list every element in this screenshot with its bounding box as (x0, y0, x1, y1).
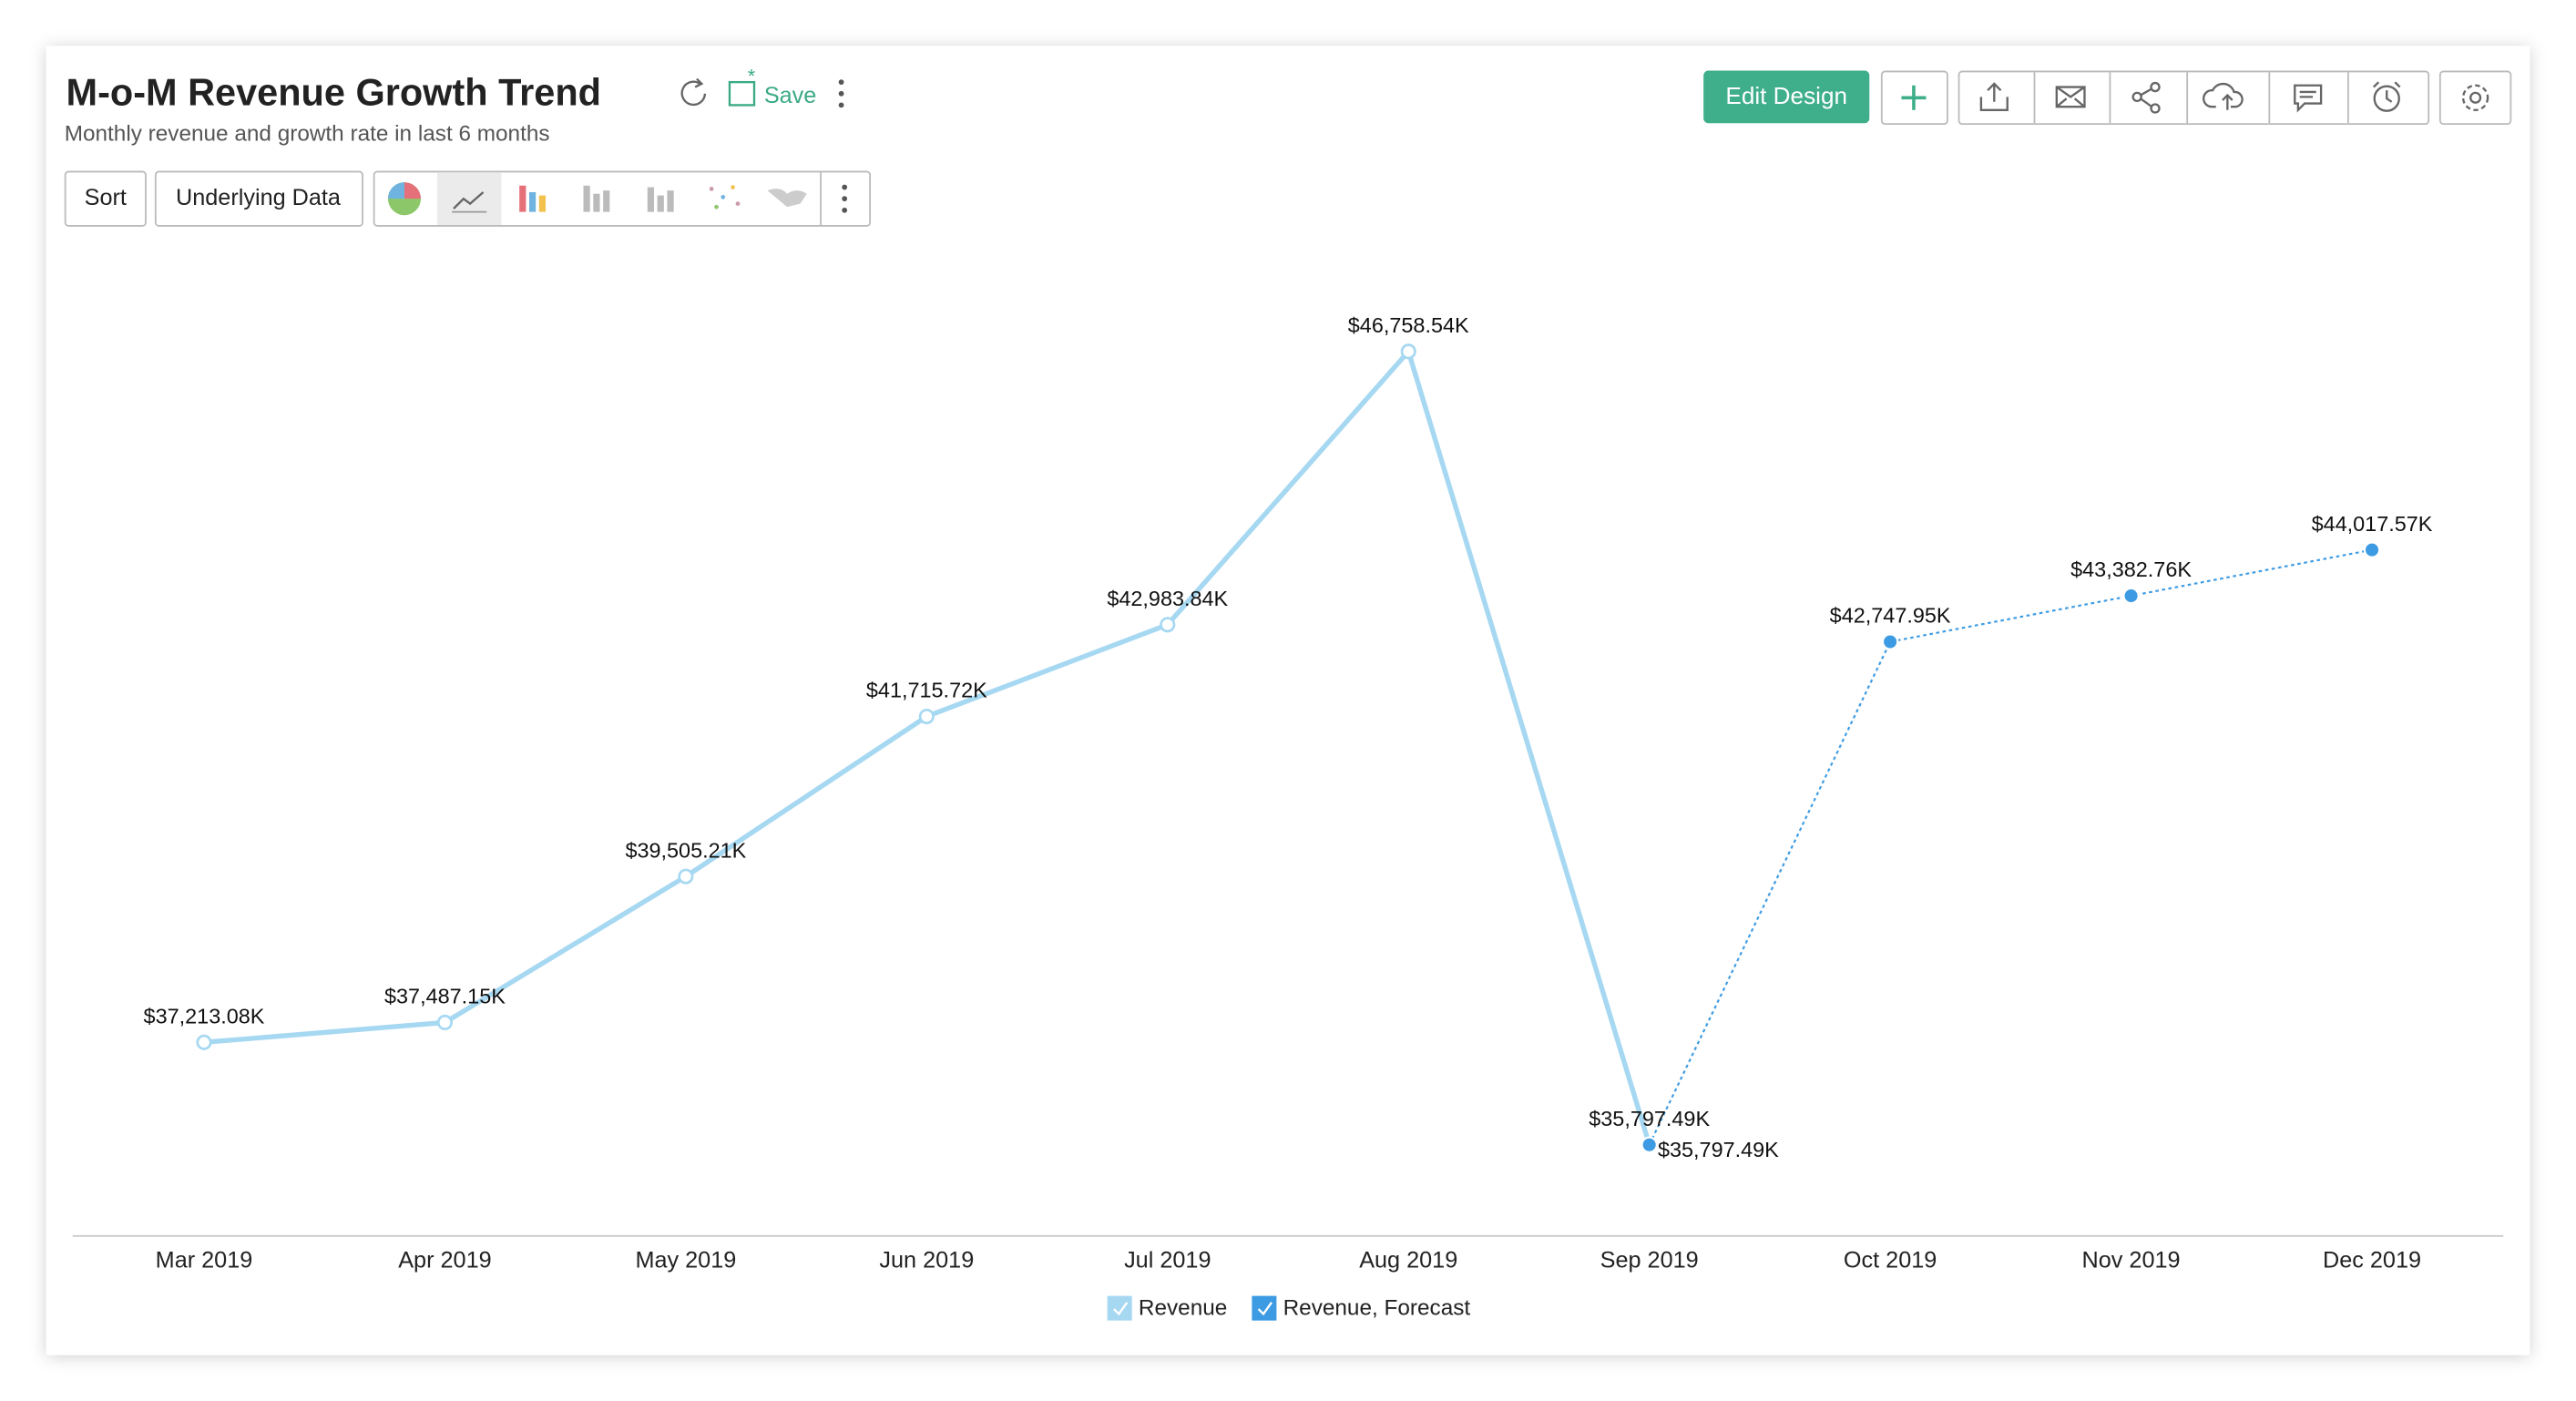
x-tick-label: May 2019 (635, 1247, 736, 1273)
x-tick-label: Jun 2019 (879, 1247, 974, 1273)
add-button[interactable] (1880, 70, 1948, 126)
more-icon[interactable] (838, 79, 844, 108)
data-point (918, 708, 935, 725)
save-button[interactable]: * Save (728, 64, 817, 108)
data-point (1400, 343, 1416, 360)
x-tick-label: Nov 2019 (2082, 1247, 2181, 1273)
svg-text:*: * (748, 64, 756, 87)
data-label: $42,747.95K (1830, 604, 1951, 628)
data-label: $37,487.15K (384, 985, 506, 1008)
data-label: $35,797.49K (1658, 1138, 1779, 1161)
legend-label: Revenue (1139, 1295, 1227, 1320)
data-label: $44,017.57K (2312, 512, 2433, 536)
title: M-o-M Revenue Growth Trend (66, 71, 602, 114)
data-point (436, 1014, 453, 1031)
subtitle: Monthly revenue and growth rate in last … (65, 121, 550, 146)
data-label: $46,758.54K (1348, 313, 1469, 337)
legend-swatch (1107, 1295, 1132, 1321)
x-tick-label: Sep 2019 (1600, 1247, 1699, 1273)
data-point (2363, 541, 2381, 558)
plot: Mar 2019 Apr 2019 May 2019 Jun 2019 Jul 2019… (144, 313, 2433, 1321)
sort-button[interactable]: Sort (64, 170, 147, 227)
legend-swatch (1252, 1295, 1277, 1321)
refresh-icon[interactable] (680, 77, 707, 107)
edit-design-button[interactable]: Edit Design (1703, 70, 1870, 124)
legend-check (1113, 1302, 1129, 1316)
sort-label[interactable]: Sort (85, 185, 127, 210)
edit-design-label[interactable]: Edit Design (1725, 82, 1847, 109)
data-label: $41,715.72K (866, 679, 987, 702)
data-label: $39,505.21K (625, 838, 746, 862)
data-point (196, 1034, 212, 1050)
x-tick-label: Dec 2019 (2323, 1247, 2421, 1273)
x-tick-label: Jul 2019 (1124, 1247, 1211, 1273)
x-tick-label: Mar 2019 (156, 1247, 253, 1273)
settings-button[interactable] (2438, 70, 2512, 126)
x-tick-label: Apr 2019 (398, 1247, 491, 1273)
data-point (678, 868, 694, 885)
data-point (2122, 587, 2140, 605)
chart-type-bar[interactable] (373, 170, 872, 227)
save-label[interactable]: Save (764, 83, 817, 108)
underlying-data-button[interactable]: Underlying Data (154, 170, 363, 227)
legend-label: Revenue, Forecast (1283, 1295, 1471, 1320)
data-label: $37,213.08K (144, 1004, 265, 1028)
x-tick-label: Aug 2019 (1359, 1247, 1457, 1273)
underlying-data-label[interactable]: Underlying Data (176, 185, 342, 210)
data-label: $43,382.76K (2070, 557, 2192, 581)
data-label: $35,797.49K (1589, 1107, 1710, 1130)
data-point (1641, 1136, 1658, 1153)
action-toolbar[interactable] (1958, 70, 2430, 126)
x-tick-label: Oct 2019 (1844, 1247, 1937, 1273)
card (46, 46, 2530, 1355)
data-point (1160, 617, 1176, 633)
data-label: $42,983.84K (1107, 587, 1228, 610)
legend-check (1257, 1302, 1273, 1316)
series-line (1648, 548, 2373, 1146)
data-point (1881, 633, 1899, 650)
